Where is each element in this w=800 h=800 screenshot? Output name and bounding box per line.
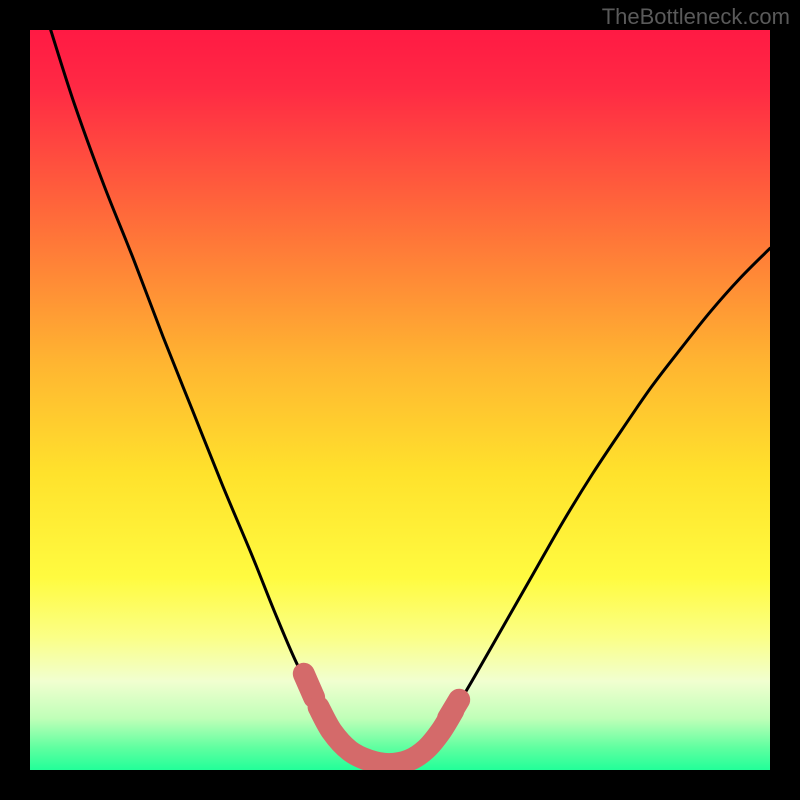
plot-background xyxy=(30,30,770,770)
bottleneck-curve-chart xyxy=(0,0,800,800)
watermark-text: TheBottleneck.com xyxy=(602,4,790,30)
chart-stage: TheBottleneck.com xyxy=(0,0,800,800)
